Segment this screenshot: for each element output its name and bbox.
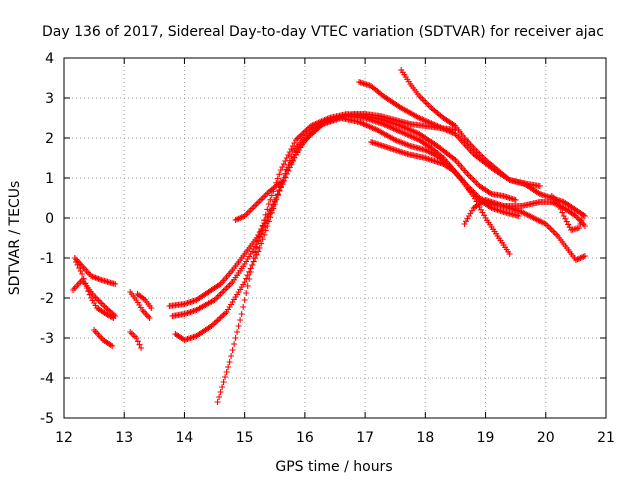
x-axis-label: GPS time / hours: [275, 459, 392, 475]
series-track-7: [127, 329, 145, 351]
point-markers: [461, 197, 588, 263]
series-track-12: [232, 179, 284, 223]
series-track-14: [398, 67, 588, 219]
x-tick-label: 17: [356, 430, 374, 446]
point-markers: [214, 111, 519, 405]
x-tick-label: 12: [55, 430, 73, 446]
series-track-3: [73, 259, 117, 321]
x-tick-label: 19: [477, 430, 495, 446]
point-markers: [127, 289, 153, 321]
x-tick-label: 18: [416, 430, 434, 446]
y-tick-label: 3: [45, 91, 54, 107]
point-markers: [134, 291, 155, 311]
point-markers: [548, 193, 587, 233]
y-tick-label: -4: [40, 371, 54, 387]
series-track-1: [71, 255, 119, 287]
x-tick-label: 21: [597, 430, 615, 446]
plot-frame: [63, 57, 607, 419]
y-axis-label: SDTVAR / TECUs: [7, 181, 23, 296]
chart-title: Day 136 of 2017, Sidereal Day-to-day VTE…: [42, 24, 604, 40]
series-track-11: [214, 111, 519, 405]
series-track-16: [461, 197, 588, 263]
point-markers: [73, 259, 117, 321]
point-markers: [232, 179, 284, 223]
y-tick-label: -3: [40, 331, 54, 347]
x-tick-label: 15: [236, 430, 254, 446]
y-tick-label: 1: [45, 171, 54, 187]
x-tick-label: 16: [296, 430, 314, 446]
y-tick-label: -5: [40, 411, 54, 427]
point-markers: [127, 329, 145, 351]
y-tick-label: -1: [40, 251, 54, 267]
series-track-9: [169, 115, 513, 319]
gridlines: [64, 58, 606, 418]
series-track-5: [127, 289, 153, 321]
series-track-17: [548, 193, 587, 233]
point-markers: [169, 115, 513, 319]
x-tick-label: 13: [115, 430, 133, 446]
series-track-4: [91, 327, 116, 349]
series-track-6: [134, 291, 155, 311]
data-points: [70, 67, 588, 405]
point-markers: [71, 255, 119, 287]
x-tick-label: 20: [537, 430, 555, 446]
x-tick-label: 14: [176, 430, 194, 446]
y-tick-label: 4: [45, 51, 54, 67]
point-markers: [398, 67, 588, 219]
y-tick-label: -2: [40, 291, 54, 307]
y-tick-label: 0: [45, 211, 54, 227]
point-markers: [91, 327, 116, 349]
y-tick-label: 2: [45, 131, 54, 147]
